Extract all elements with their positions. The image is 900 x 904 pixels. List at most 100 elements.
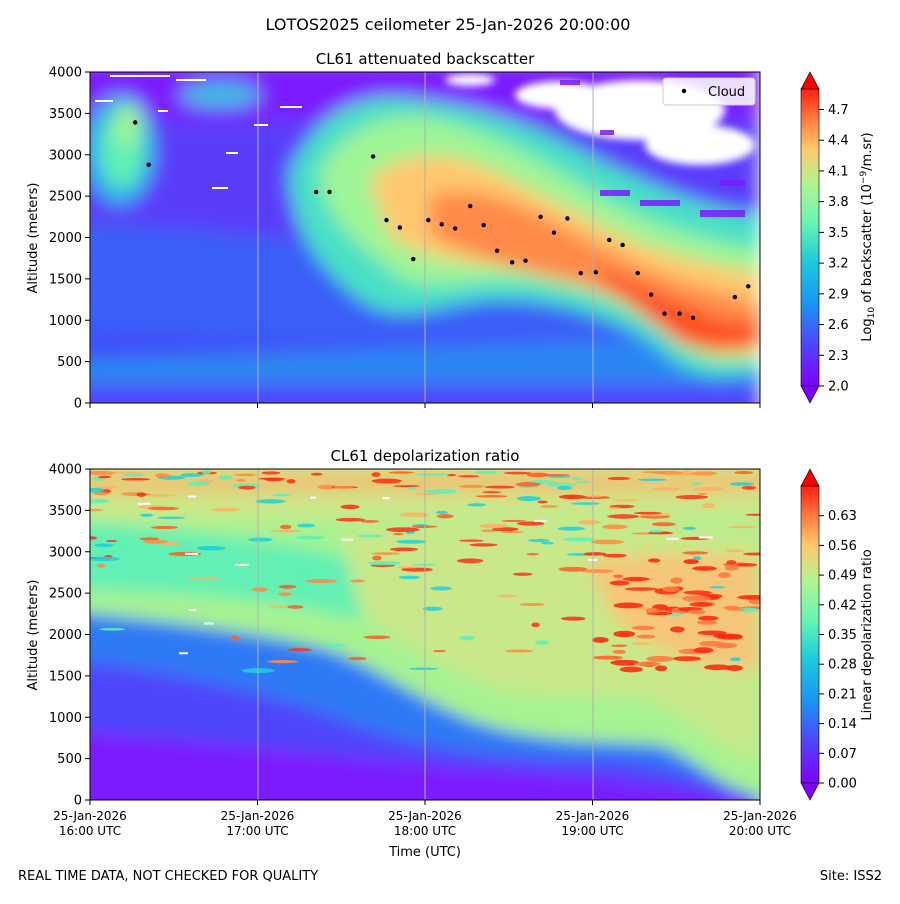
x-tick-time: 18:00 UTC: [394, 824, 456, 838]
x-tick-time: 16:00 UTC: [59, 824, 121, 838]
y-tick-label: 500: [57, 355, 82, 370]
backscatter-colorbar-label: Log10 of backscatter (10−9/m.sr): [859, 132, 877, 341]
cloud-base-point: [452, 226, 458, 231]
x-tick-date: 25-Jan-2026: [53, 809, 127, 823]
colorbar-tick-label: 0.07: [828, 747, 857, 762]
cloud-base-point: [370, 154, 376, 159]
colorbar-tick-label: 0.28: [828, 658, 857, 673]
y-tick-label: 1000: [49, 711, 82, 726]
colorbar-tick-label: 3.2: [828, 257, 849, 272]
cloud-base-point: [468, 203, 473, 209]
y-tick-label: 2500: [49, 190, 82, 205]
legend-cloud-marker: [681, 88, 687, 94]
y-tick-label: 2000: [49, 231, 82, 246]
colorbar-tick-label: 0.21: [828, 687, 857, 702]
cloud-base-point: [732, 294, 738, 300]
cloud-base-point: [607, 237, 612, 243]
cloud-base-point: [523, 258, 528, 263]
colorbar-tick-label: 0.56: [828, 539, 857, 554]
x-tick-date: 25-Jan-2026: [388, 809, 462, 823]
x-tick-time: 17:00 UTC: [226, 824, 288, 838]
y-tick-label: 1500: [49, 272, 82, 287]
cloud-base-point: [494, 248, 500, 253]
cloud-base-point: [565, 216, 570, 221]
backscatter-y-label: Altitude (meters): [26, 183, 41, 294]
depolarization-colorbar: 0.00 0.07 0.14 0.21 0.28 0.35 0.42 0.49 0.56 0.63: [800, 468, 857, 801]
cloud-base-point: [146, 162, 151, 167]
cloud-base-point: [662, 311, 667, 316]
cloud-base-point: [509, 260, 515, 265]
y-tick-label: 3500: [49, 504, 82, 519]
cloud-base-point: [578, 270, 583, 276]
cloud-base-point: [690, 315, 696, 320]
backscatter-panel-title: CL61 attenuated backscatter: [316, 50, 535, 68]
y-tick-label: 3500: [49, 107, 82, 122]
cloud-base-point: [635, 270, 640, 276]
colorbar-tick-label: 3.5: [828, 226, 849, 241]
cloud-base-point: [551, 230, 557, 235]
colorbar-tick-label: 0.35: [828, 628, 857, 643]
colorbar-tick-label: 0.63: [828, 509, 857, 524]
cloud-base-point: [426, 217, 431, 223]
colorbar-tick-label: 2.9: [828, 287, 849, 302]
cloud-base-point: [620, 242, 625, 248]
cloud-base-point: [411, 256, 416, 262]
backscatter-legend: Cloud: [662, 77, 756, 106]
x-tick-date: 25-Jan-2026: [221, 809, 295, 823]
cloud-base-point: [327, 189, 332, 195]
y-tick-label: 500: [57, 752, 82, 767]
cloud-base-point: [481, 222, 486, 228]
cloud-base-point: [439, 222, 444, 227]
cloud-base-point: [397, 225, 403, 230]
y-tick-label: 2500: [49, 587, 82, 602]
cloud-base-point: [746, 284, 751, 289]
y-tick-label: 0: [74, 397, 82, 412]
cloud-base-points: [133, 120, 751, 320]
y-tick-label: 3000: [49, 148, 82, 163]
x-tick-time: 20:00 UTC: [729, 824, 791, 838]
colorbar-tick-label: 0.42: [828, 598, 857, 613]
cloud-base-point: [538, 214, 543, 220]
colorbar-tick-label: 4.4: [828, 134, 849, 149]
x-tick-time: 19:00 UTC: [561, 824, 623, 838]
quality-disclaimer: REAL TIME DATA, NOT CHECKED FOR QUALITY: [18, 869, 319, 884]
y-tick-label: 1500: [49, 669, 82, 684]
cloud-base-point: [133, 120, 138, 125]
depolarization-colorbar-label: Linear depolarization ratio: [860, 549, 875, 720]
backscatter-y-axis: 0 500 1000 1500 2000 2500 3000 3500 4000: [49, 66, 90, 412]
y-tick-label: 0: [74, 794, 82, 809]
colorbar-tick-label: 3.8: [828, 195, 849, 210]
figure-suptitle: LOTOS2025 ceilometer 25-Jan-2026 20:00:0…: [266, 15, 631, 34]
cloud-base-point: [384, 217, 389, 223]
y-tick-label: 1000: [49, 314, 82, 329]
colorbar-tick-label: 0.00: [828, 777, 857, 792]
colorbar-tick-label: 2.0: [828, 380, 849, 395]
x-tick-date: 25-Jan-2026: [556, 809, 630, 823]
depolarization-y-label: Altitude (meters): [26, 580, 41, 691]
y-tick-label: 4000: [49, 463, 82, 478]
depolarization-y-axis: 0 500 1000 1500 2000 2500 3000 3500 4000: [49, 463, 90, 809]
depolarization-panel-title: CL61 depolarization ratio: [331, 447, 520, 465]
depolarization-heatmap: [90, 469, 760, 800]
y-tick-label: 3000: [49, 545, 82, 560]
colorbar-tick-label: 0.49: [828, 569, 857, 584]
site-label: Site: ISS2: [819, 869, 882, 884]
y-tick-label: 4000: [49, 66, 82, 81]
cloud-base-point: [593, 270, 599, 275]
colorbar-tick-label: 4.1: [828, 164, 849, 179]
backscatter-x-axis: [89, 403, 761, 408]
cloud-base-point: [648, 292, 654, 297]
cloud-base-point: [677, 311, 682, 316]
backscatter-colorbar: 2.0 2.3 2.6 2.9 3.2 3.5 3.8 4.1 4.4 4.7: [800, 71, 849, 404]
depolarization-x-label: Time (UTC): [388, 845, 461, 860]
cloud-base-point: [313, 189, 319, 195]
colorbar-tick-label: 2.6: [828, 318, 849, 333]
x-tick-date: 25-Jan-2026: [723, 809, 797, 823]
colorbar-tick-label: 0.14: [828, 717, 857, 732]
legend-cloud-label: Cloud: [708, 85, 745, 100]
y-tick-label: 2000: [49, 628, 82, 643]
backscatter-heatmap: [90, 72, 760, 403]
colorbar-tick-label: 2.3: [828, 349, 849, 364]
